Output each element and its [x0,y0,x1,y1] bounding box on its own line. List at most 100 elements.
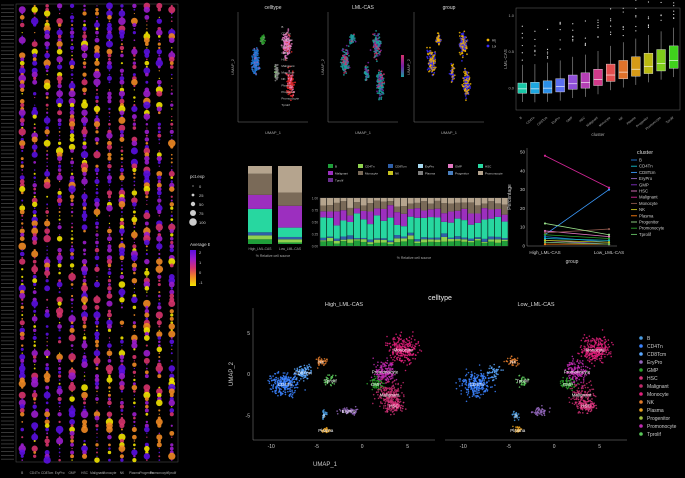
dot [119,228,125,234]
dot [57,340,62,344]
umap-cell [460,39,463,41]
gene-tick-label [1,348,14,349]
stack-segment [468,224,475,239]
dot [58,234,61,236]
umap-cell [256,52,259,55]
stack-segment [347,235,354,240]
dot [58,89,61,91]
umap-cell [291,94,293,97]
dot [93,311,101,319]
umap-cell [372,46,375,48]
stack-segment [468,198,475,203]
dot [68,353,76,361]
umap-cell [464,94,467,97]
stack-segment [360,237,367,240]
umap-cell [273,379,275,382]
size-legend-dot [190,201,196,207]
dot [146,127,148,129]
gene-tick-label [1,420,14,422]
dot [145,412,149,416]
dot [106,312,112,318]
stack-segment [434,208,441,218]
umap-cell [254,71,257,74]
dot [81,109,88,116]
dot [106,258,113,265]
dot [132,64,137,70]
umap-cell [394,402,396,405]
box-outlier [546,48,549,51]
umap-cell [451,75,454,78]
dot [57,83,62,89]
stack-segment [394,212,401,225]
umap-cell [391,381,394,384]
dot [58,432,61,435]
dot [83,333,86,335]
gene-tick-label [1,267,14,269]
box-outlier [597,26,599,29]
umap-cell [342,61,344,64]
dot [81,304,88,311]
umap-cell [384,404,387,407]
box-outlier [673,5,675,7]
umap-cell [461,83,464,86]
dot [145,134,148,137]
stack-segment [454,240,461,246]
dot [46,207,48,209]
dot [33,451,37,454]
umap-cell [380,365,383,368]
dot [33,333,36,335]
dot [69,102,75,108]
dot [81,296,89,304]
dot [108,111,111,114]
umap-cell [466,83,469,86]
dot [133,46,136,50]
dot [30,17,39,25]
dot [21,214,24,217]
umap-cell [291,383,293,385]
umap-cell [462,79,465,82]
umap-cell [296,369,299,371]
stack-segment [461,208,468,221]
umap-cell [317,358,320,361]
umap-cell [290,86,293,89]
dot [33,180,36,183]
dot [145,245,148,248]
dot [71,459,73,461]
stack-segment [501,239,508,242]
umap-cell [292,91,295,93]
dot [82,133,87,138]
umap-cell [287,388,290,390]
gene-tick-label [1,351,14,353]
cluster-label: CD4Tn [281,32,291,36]
box [580,72,591,89]
dot [145,317,149,321]
dot [132,355,137,360]
umap-cell [465,46,468,48]
stack-segment [374,242,381,246]
dot [94,37,100,43]
dot [120,50,123,53]
dot [46,115,49,118]
stack-segment [387,217,394,241]
umap-cell [386,407,389,410]
dot [144,221,149,226]
dot [70,255,75,260]
umap-cell [253,49,256,52]
stack-segment [488,209,495,219]
stack-segment [494,242,501,246]
stack-segment [248,194,272,209]
umap-cell [386,410,389,413]
dot [58,135,61,137]
dot [81,116,89,124]
umap-cell [395,350,397,353]
umap-cell [356,408,359,411]
dot [33,176,36,179]
dot [45,325,49,328]
dot [133,424,136,427]
umap-cell [393,341,395,343]
dot [71,12,73,15]
umap-cell [469,87,471,89]
dot [171,100,173,102]
dot [156,243,163,250]
dot [58,287,61,290]
